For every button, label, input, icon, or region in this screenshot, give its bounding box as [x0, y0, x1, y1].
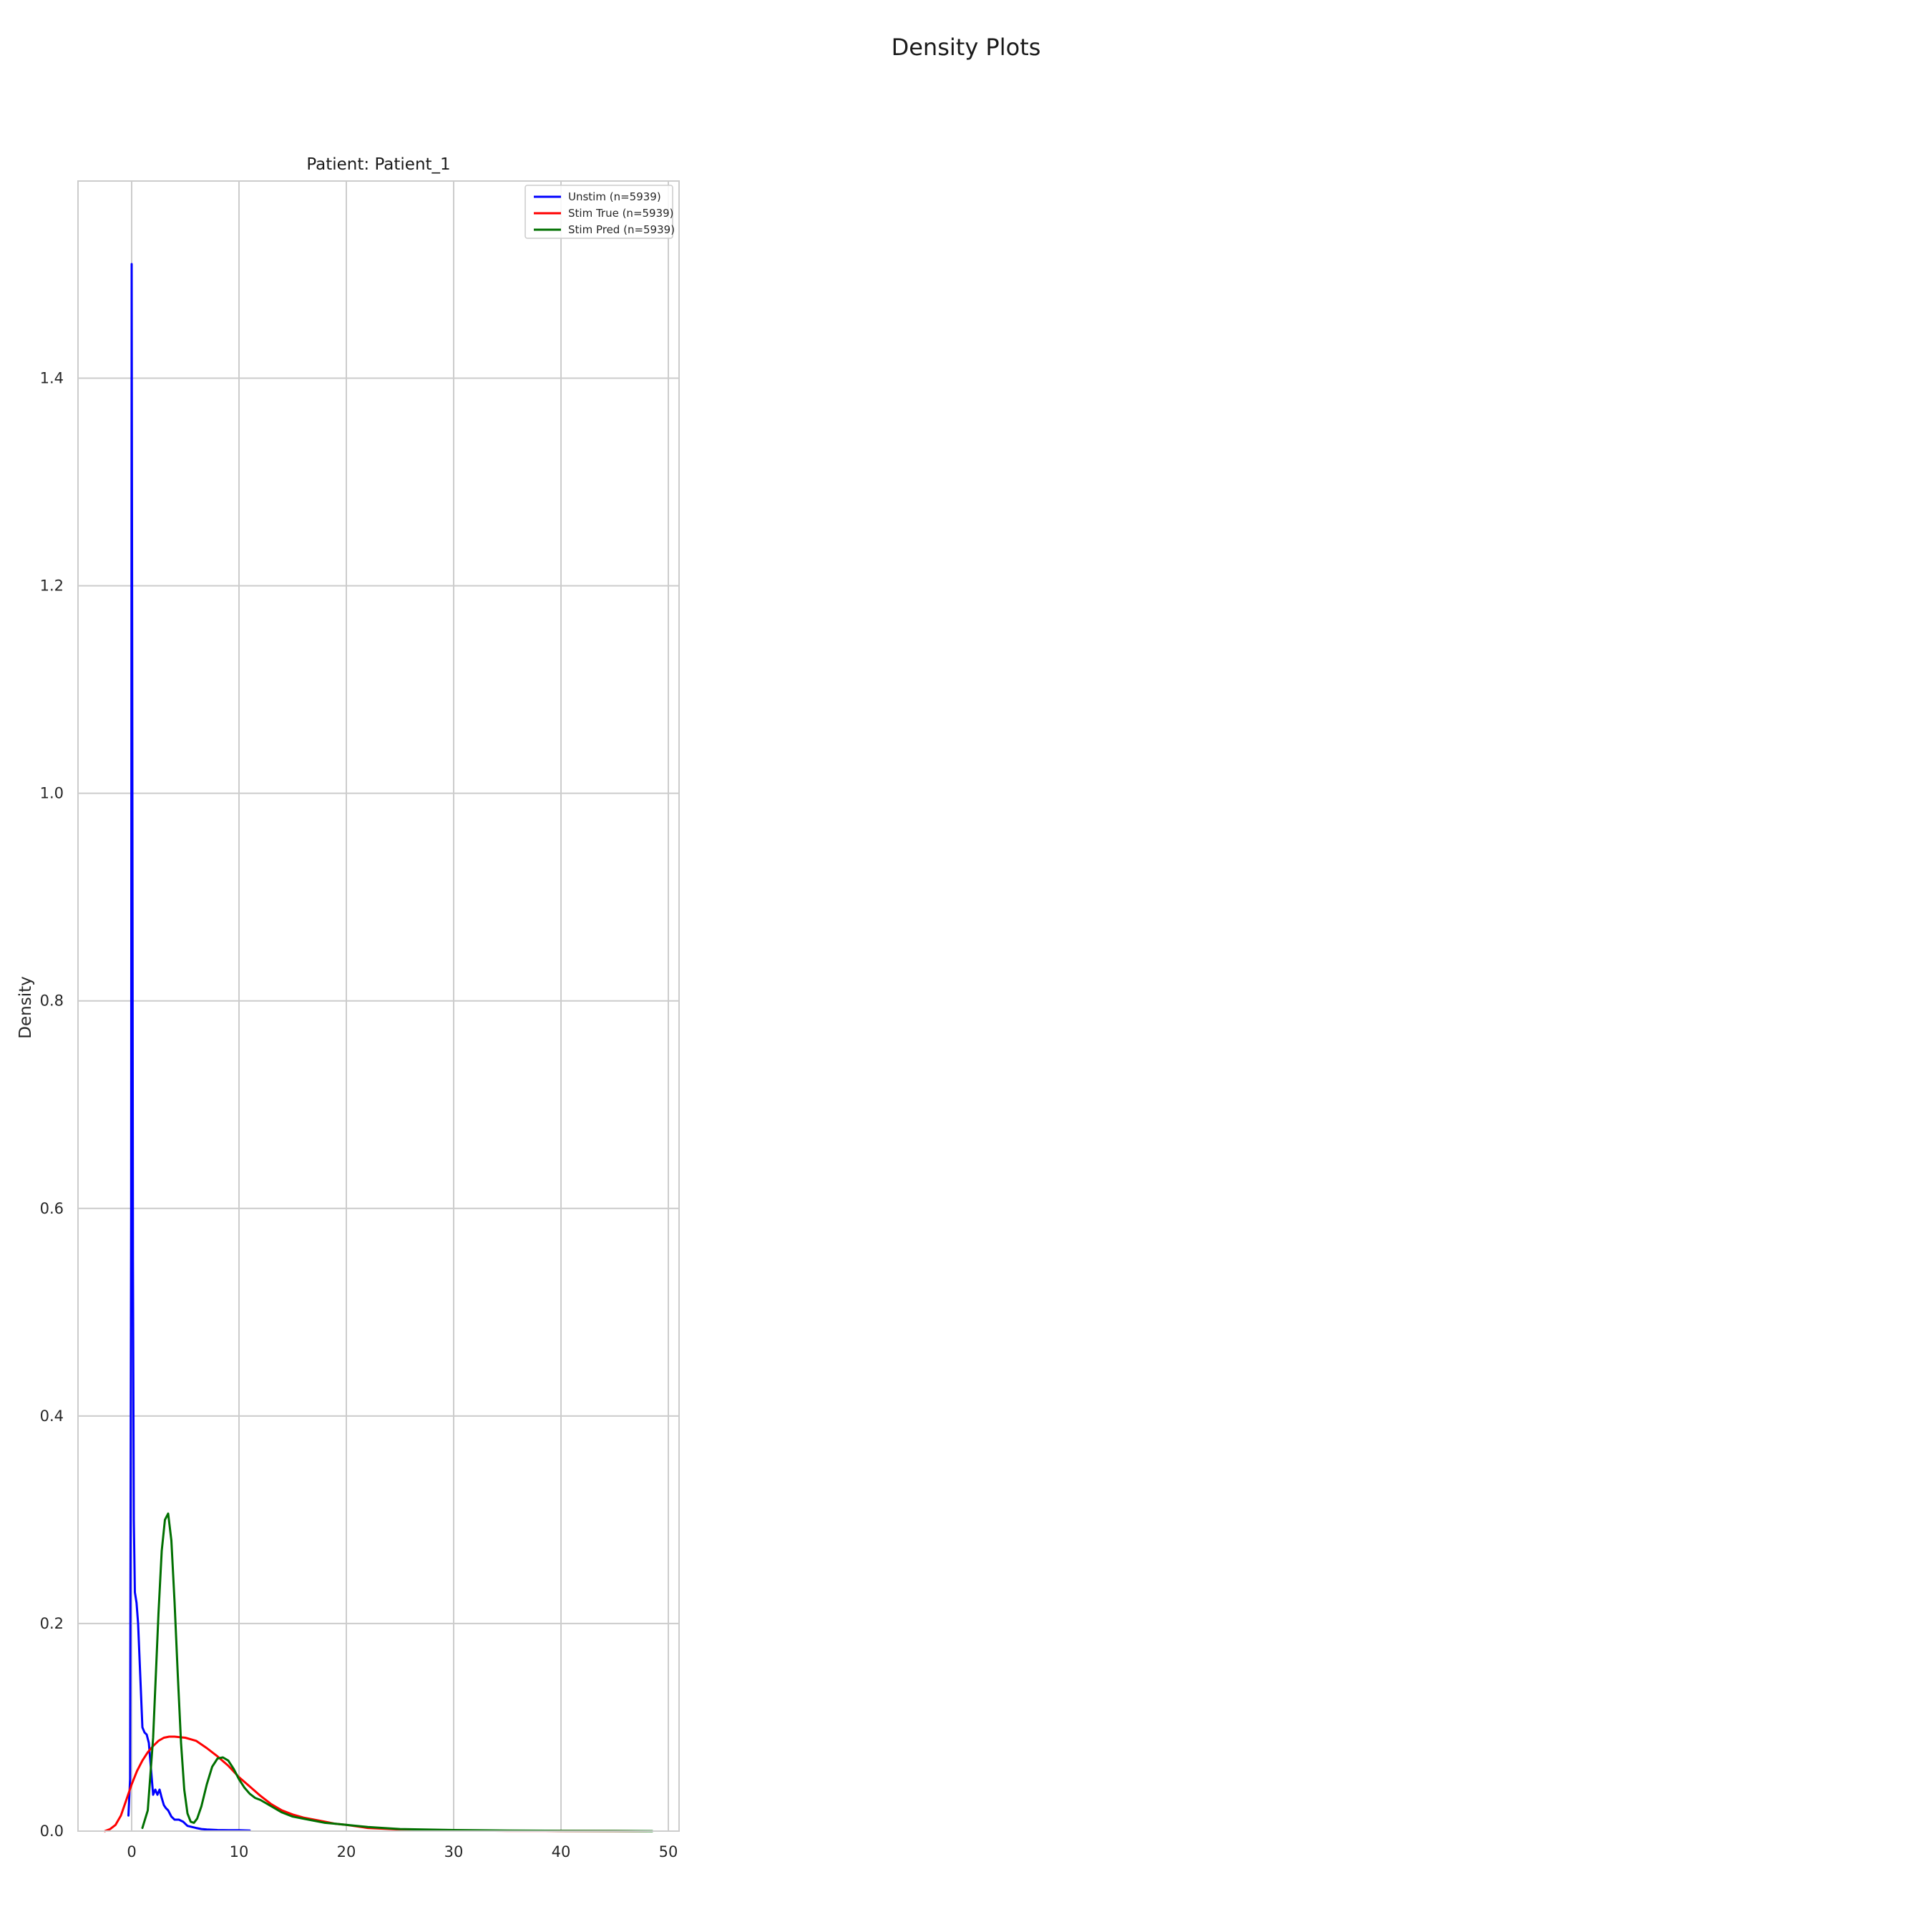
- y-tick-label: 1.0: [40, 785, 64, 802]
- y-tick-label: 0.8: [40, 992, 64, 1010]
- x-tick-label: 40: [552, 1843, 571, 1860]
- x-grid: [131, 181, 669, 1831]
- x-tick-label: 20: [337, 1843, 356, 1860]
- plot-area: [78, 181, 679, 1831]
- legend: Unstim (n=5939) Stim True (n=5939) Stim Pr…: [525, 185, 675, 239]
- x-tick-label: 10: [230, 1843, 249, 1860]
- y-tick-label: 0.2: [40, 1615, 64, 1632]
- chart-title: Patient: Patient_1: [306, 155, 450, 174]
- x-tick-label: 0: [127, 1843, 136, 1860]
- legend-label-2: Stim True (n=5939): [568, 207, 674, 220]
- y-tick-label: 1.2: [40, 577, 64, 595]
- series-layer: [104, 263, 653, 1833]
- y-tick-labels: 0.0 0.2 0.4 0.6 0.8 1.0 1.2 1.4: [40, 370, 64, 1840]
- x-tick-label: 50: [659, 1843, 678, 1860]
- x-tick-labels: 0 10 20 30 40 50: [127, 1843, 678, 1860]
- plot-frame: [77, 180, 680, 1832]
- figure-suptitle: Density Plots: [892, 34, 1041, 61]
- y-grid: [78, 377, 679, 1832]
- y-tick-label: 1.4: [40, 370, 64, 387]
- y-axis-label: Density: [16, 976, 35, 1038]
- legend-box: [525, 185, 673, 239]
- series-line-3: [141, 1512, 653, 1833]
- y-tick-label: 0.4: [40, 1407, 64, 1425]
- y-tick-label: 0.0: [40, 1823, 64, 1840]
- legend-label-3: Stim Pred (n=5939): [568, 223, 675, 236]
- legend-label-1: Unstim (n=5939): [568, 190, 661, 203]
- series-line-1: [127, 263, 251, 1832]
- y-tick-label: 0.6: [40, 1200, 64, 1217]
- x-tick-label: 30: [444, 1843, 464, 1860]
